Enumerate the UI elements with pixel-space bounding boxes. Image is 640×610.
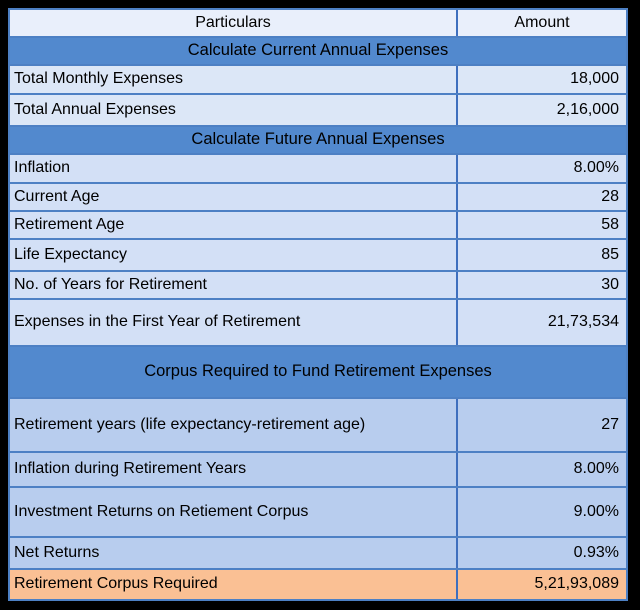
table-row-retirement-age: Retirement Age 58 — [10, 212, 626, 240]
table-row-total-monthly-expenses: Total Monthly Expenses 18,000 — [10, 66, 626, 95]
amount-cell: 0.93% — [456, 538, 626, 568]
table-row-current-age: Current Age 28 — [10, 184, 626, 212]
table-row-retirement-years: Retirement years (life expectancy-retire… — [10, 399, 626, 453]
amount-cell: 8.00% — [456, 453, 626, 486]
section-header-future-annual-expenses: Calculate Future Annual Expenses — [10, 127, 626, 155]
table-row-inflation: Inflation 8.00% — [10, 155, 626, 184]
amount-cell: 5,21,93,089 — [456, 570, 626, 599]
amount-cell: 2,16,000 — [456, 95, 626, 125]
particulars-cell: No. of Years for Retirement — [14, 275, 207, 293]
particulars-cell: Current Age — [14, 187, 100, 205]
section-title: Calculate Future Annual Expenses — [191, 130, 445, 149]
column-header-particulars: Particulars — [195, 13, 271, 31]
table-row-inflation-retirement-years: Inflation during Retirement Years 8.00% — [10, 453, 626, 488]
amount-cell: 9.00% — [456, 488, 626, 536]
particulars-cell: Total Monthly Expenses — [14, 70, 183, 88]
particulars-cell: Inflation — [14, 159, 71, 177]
amount-cell: 18,000 — [456, 66, 626, 93]
amount-cell: 85 — [456, 240, 626, 270]
table-row-retirement-corpus-required: Retirement Corpus Required 5,21,93,089 — [10, 570, 626, 599]
table-row-expenses-first-year: Expenses in the First Year of Retirement… — [10, 300, 626, 347]
section-title: Corpus Required to Fund Retirement Expen… — [144, 362, 492, 381]
table-row-net-returns: Net Returns 0.93% — [10, 538, 626, 570]
table-row-life-expectancy: Life Expectancy 85 — [10, 240, 626, 272]
particulars-cell: Retirement Corpus Required — [14, 575, 218, 593]
particulars-cell: Life Expectancy — [14, 245, 127, 263]
table-row-years-for-retirement: No. of Years for Retirement 30 — [10, 272, 626, 300]
particulars-cell: Expenses in the First Year of Retirement — [14, 313, 301, 331]
table-header-row: Particulars Amount — [10, 10, 626, 38]
particulars-cell: Inflation during Retirement Years — [14, 460, 247, 478]
section-header-current-annual-expenses: Calculate Current Annual Expenses — [10, 38, 626, 66]
amount-cell: 58 — [456, 212, 626, 238]
retirement-calculator-table: Particulars Amount Calculate Current Ann… — [8, 8, 628, 601]
table-row-total-annual-expenses: Total Annual Expenses 2,16,000 — [10, 95, 626, 127]
amount-cell: 27 — [456, 399, 626, 451]
particulars-cell: Investment Returns on Retiement Corpus — [14, 502, 309, 520]
particulars-cell: Retirement Age — [14, 215, 125, 233]
amount-cell: 21,73,534 — [456, 300, 626, 345]
column-header-amount: Amount — [456, 10, 626, 36]
particulars-cell: Retirement years (life expectancy-retire… — [14, 415, 366, 433]
amount-cell: 8.00% — [456, 155, 626, 182]
particulars-cell: Net Returns — [14, 543, 100, 561]
particulars-cell: Total Annual Expenses — [14, 100, 176, 118]
table-row-investment-returns: Investment Returns on Retiement Corpus 9… — [10, 488, 626, 538]
amount-cell: 30 — [456, 272, 626, 298]
section-title: Calculate Current Annual Expenses — [187, 41, 449, 60]
amount-cell: 28 — [456, 184, 626, 210]
section-header-corpus-required: Corpus Required to Fund Retirement Expen… — [10, 347, 626, 399]
